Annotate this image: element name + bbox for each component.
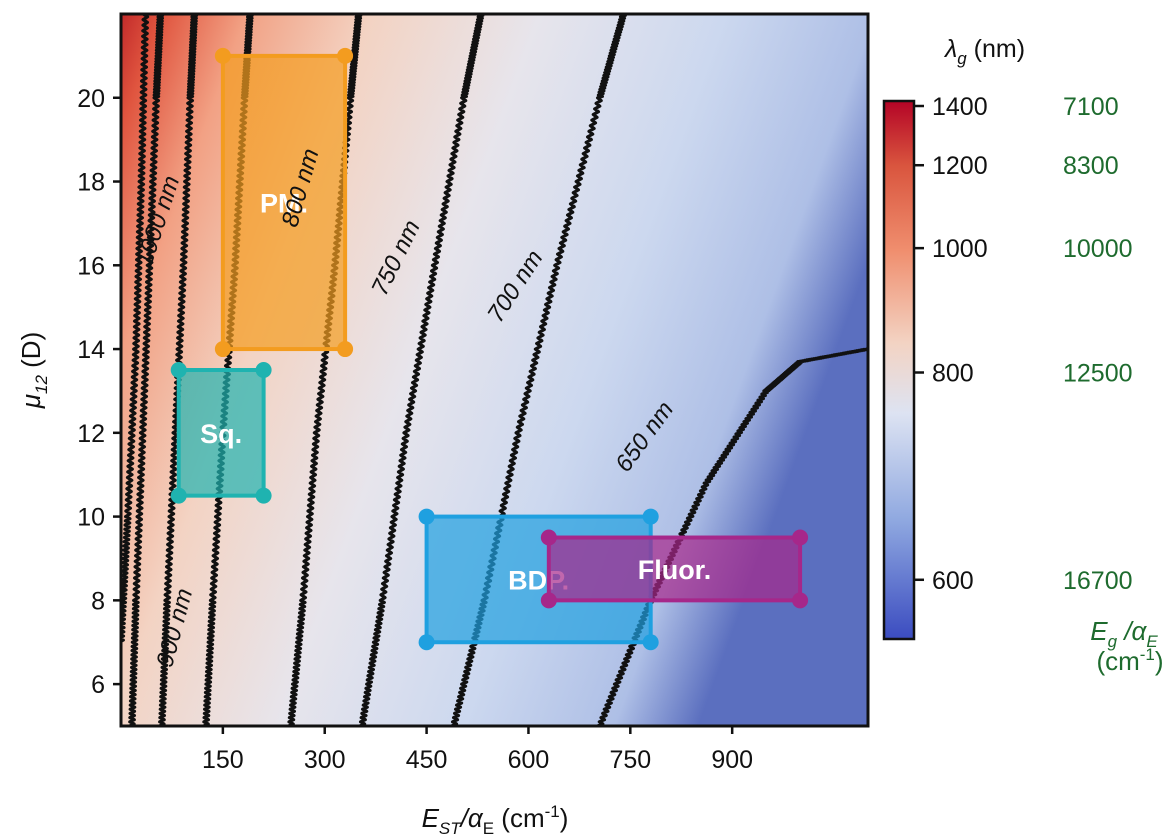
y-tick-label: 10 — [77, 504, 105, 532]
y-tick-label: 16 — [77, 252, 105, 280]
x-tick-label: 150 — [202, 746, 244, 774]
energy-axis-unit: (cm-1) — [1096, 645, 1163, 676]
energy-axis-title-symbol: E — [1090, 616, 1108, 646]
y-tick-label: 18 — [77, 169, 105, 197]
colorbar-tick-label: 800 — [932, 360, 974, 388]
svg-text:μ12 (D): μ12 (D) — [16, 332, 51, 410]
contour-line — [359, 14, 485, 726]
energy-tick-label: 12500 — [1063, 360, 1133, 388]
x-axis-title-tail: ) — [560, 803, 569, 833]
region-corner-marker — [540, 592, 557, 609]
x-tick-label: 750 — [609, 746, 651, 774]
energy-axis-unit-text: (cm — [1096, 646, 1139, 676]
contour-line — [158, 14, 199, 726]
y-axis-title-sub: 12 — [32, 375, 51, 394]
x-axis-title-alpha: /α — [459, 803, 484, 833]
region-box — [176, 368, 266, 498]
x-axis-title-symbol: E — [422, 803, 440, 833]
colorbar-title-sub: g — [957, 49, 967, 68]
energy-axis-title-sub2: E — [1146, 632, 1158, 651]
x-axis-title-sub: ST — [439, 819, 462, 838]
region-corner-marker — [214, 47, 231, 64]
region-sq: Sq. — [170, 362, 272, 504]
x-axis-title: EST/αE (cm-1) — [422, 802, 569, 838]
region-box — [220, 53, 348, 352]
x-tick-label: 450 — [406, 746, 448, 774]
y-axis-title: μ12 (D) — [16, 332, 51, 410]
colorbar-title: λg (nm) — [943, 35, 1025, 68]
region-corner-marker — [170, 362, 187, 378]
region-corner-marker — [418, 508, 435, 525]
energy-tick-label: 8300 — [1063, 152, 1119, 180]
colorbar: 1400 1200 1000 800 600 λg (nm) — [882, 35, 1025, 641]
region-corner-marker — [255, 362, 272, 378]
heatmap-plot: PM.Sq.BDP. Fluor. 150 300 450 600 750 900 6810… — [77, 12, 870, 774]
x-axis-title-unit: (cm — [494, 803, 545, 833]
y-tick-label: 8 — [91, 587, 105, 615]
region-box — [546, 535, 803, 603]
region-corner-marker — [170, 487, 187, 504]
region-corner-marker — [540, 529, 557, 546]
colorbar-tick-label: 1000 — [932, 235, 988, 263]
region-corner-marker — [642, 634, 659, 651]
energy-tick-label: 10000 — [1063, 235, 1133, 263]
y-tick-label: 12 — [77, 420, 105, 448]
y-axis-title-unit: (D) — [16, 332, 46, 375]
contour-line — [121, 14, 150, 643]
colorbar-gradient — [882, 99, 916, 641]
plot-frame — [119, 12, 870, 728]
region-label: PM. — [260, 188, 308, 218]
y-axis-title-symbol: μ — [16, 394, 46, 409]
region-corner-marker — [214, 341, 231, 358]
energy-tick-label: 16700 — [1063, 567, 1133, 595]
energy-axis-title: Eg /αE — [1090, 616, 1158, 651]
energy-axis-unit-sup: -1 — [1140, 645, 1155, 664]
region-corner-marker — [418, 634, 435, 651]
region-corner-marker — [792, 529, 809, 546]
region-corner-marker — [792, 592, 809, 609]
svg-text:EST/αE (cm-1): EST/αE (cm-1) — [422, 802, 569, 838]
region-label: Sq. — [200, 419, 242, 449]
region-corner-marker — [642, 508, 659, 525]
region-corner-marker — [337, 47, 354, 64]
x-tick-label: 900 — [711, 746, 753, 774]
region-pm: PM. — [214, 47, 354, 358]
colorbar-title-symbol: λ — [943, 35, 957, 63]
x-tick-label: 300 — [304, 746, 346, 774]
energy-tick-label: 7100 — [1063, 93, 1119, 121]
region-label: Fluor. — [638, 555, 712, 585]
contour-line — [128, 14, 165, 726]
energy-axis-title-sub: g — [1108, 632, 1118, 651]
region-fluor: Fluor. — [540, 529, 809, 609]
energy-axis-title-alpha: /α — [1117, 616, 1147, 646]
energy-axis-unit-tail: ) — [1155, 646, 1164, 676]
x-tick-label: 600 — [508, 746, 550, 774]
colorbar-tick-label: 1400 — [932, 93, 988, 121]
region-corner-marker — [337, 341, 354, 358]
colorbar-title-unit: (nm) — [967, 35, 1025, 63]
colorbar-tick-label: 600 — [932, 567, 974, 595]
x-axis-title-sub2: E — [483, 819, 494, 838]
region-corner-marker — [255, 487, 272, 504]
colorbar-tick-label: 1200 — [932, 152, 988, 180]
y-tick-label: 20 — [77, 85, 105, 113]
x-axis-title-sup: -1 — [545, 802, 560, 821]
y-tick-label: 14 — [77, 336, 105, 364]
y-tick-label: 6 — [91, 671, 105, 699]
